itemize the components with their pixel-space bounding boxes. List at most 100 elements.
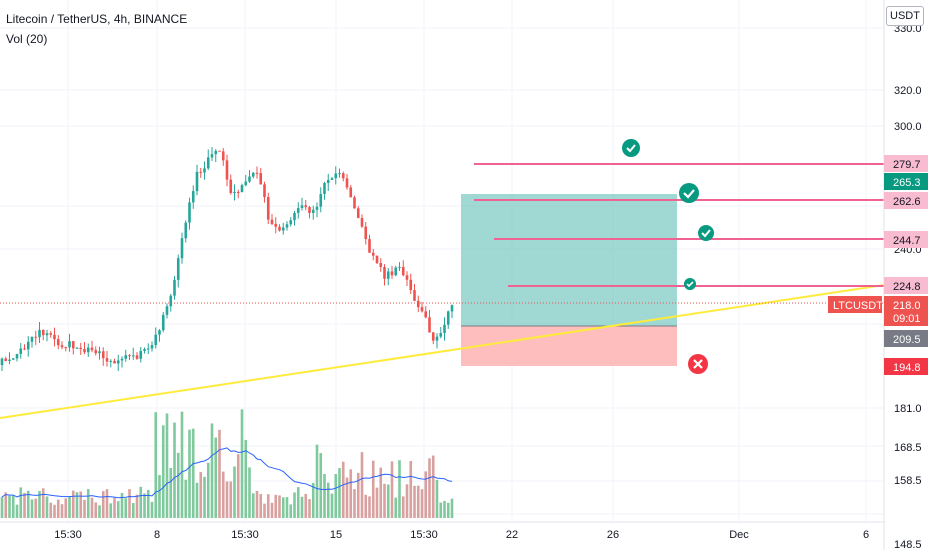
- volume-bar: [394, 497, 398, 518]
- candle: [345, 174, 349, 190]
- candle: [26, 336, 30, 357]
- volume-bar: [375, 487, 379, 518]
- candle: [195, 164, 199, 196]
- volume-bar: [101, 491, 105, 518]
- volume-bar: [315, 444, 319, 518]
- volume-indicator-label[interactable]: Vol (20): [6, 32, 48, 46]
- svg-text:09:01: 09:01: [893, 313, 921, 325]
- tag-last-price[interactable]: 218.0 09:01: [884, 296, 928, 326]
- symbol-title[interactable]: Litecoin / TetherUS, 4h, BINANCE: [6, 12, 188, 26]
- volume-bar: [439, 502, 443, 518]
- volume-bar: [304, 493, 308, 518]
- volume-bar: [71, 490, 75, 518]
- volume-bar: [390, 461, 394, 518]
- candle: [353, 195, 356, 209]
- tag-target-3[interactable]: 244.7: [884, 231, 928, 248]
- volume-bar: [150, 501, 154, 518]
- svg-text:279.7: 279.7: [893, 159, 921, 171]
- time-tick: 8: [154, 529, 160, 541]
- volume-bar: [0, 496, 4, 518]
- time-tick: Dec: [729, 529, 749, 541]
- candle: [308, 205, 311, 219]
- volume-bar: [109, 503, 113, 518]
- svg-text:194.8: 194.8: [893, 362, 921, 374]
- candle: [319, 187, 323, 213]
- time-tick: 15:30: [54, 529, 82, 541]
- candle: [263, 181, 266, 203]
- time-tick: 26: [607, 529, 619, 541]
- candle: [158, 329, 161, 342]
- tag-symbol[interactable]: LTCUSDT: [828, 296, 883, 313]
- candle: [94, 346, 98, 356]
- tag-entry[interactable]: 209.5: [884, 330, 928, 347]
- candle: [375, 255, 379, 265]
- candle: [266, 192, 270, 225]
- tag-stop[interactable]: 194.8: [884, 358, 928, 375]
- volume-bar: [116, 501, 120, 518]
- candle: [98, 346, 101, 360]
- volume-bar: [364, 494, 368, 518]
- candle: [386, 268, 390, 286]
- profit-zone[interactable]: [461, 194, 677, 326]
- tag-target-1[interactable]: 279.7: [884, 155, 928, 172]
- candle: [101, 347, 105, 366]
- svg-text:262.6: 262.6: [893, 196, 921, 208]
- tag-target-4[interactable]: 224.8: [884, 277, 928, 294]
- candlestick-series[interactable]: [0, 147, 454, 372]
- candle: [86, 343, 90, 357]
- candle: [394, 265, 398, 277]
- grid-lines: [0, 0, 884, 522]
- chart-legend: Litecoin / TetherUS, 4h, BINANCE Vol (20…: [6, 9, 187, 49]
- volume-bar: [225, 481, 229, 518]
- trendline[interactable]: [0, 284, 885, 419]
- volume-bar: [45, 496, 49, 518]
- candle: [439, 327, 443, 339]
- volume-bar: [105, 489, 109, 518]
- candle: [184, 220, 188, 243]
- volume-bar: [424, 471, 428, 518]
- volume-bar: [11, 495, 15, 518]
- volume-bar: [259, 494, 263, 518]
- candle: [0, 357, 4, 372]
- candle: [56, 335, 60, 350]
- candle: [315, 202, 319, 218]
- volume-bar: [214, 437, 218, 518]
- candle: [379, 258, 383, 272]
- candle: [431, 332, 435, 345]
- volume-bar: [188, 429, 191, 518]
- candle: [446, 310, 450, 329]
- volume-bar: [446, 502, 450, 518]
- volume-bar: [90, 497, 94, 518]
- candle: [405, 271, 409, 286]
- volume-bar: [281, 497, 285, 518]
- candle: [23, 344, 26, 351]
- candle: [383, 264, 386, 286]
- volume-bar: [341, 461, 345, 518]
- tag-target-2[interactable]: 262.6: [884, 192, 928, 209]
- check-icon: [684, 278, 696, 290]
- close-icon: [688, 354, 708, 374]
- candle: [83, 341, 86, 355]
- volume-bar: [199, 472, 203, 518]
- candle: [409, 273, 413, 295]
- volume-bar: [240, 409, 244, 518]
- candle: [165, 303, 169, 319]
- candle: [420, 301, 424, 313]
- check-icon: [679, 183, 699, 203]
- volume-bar: [360, 452, 364, 518]
- candle: [334, 166, 338, 185]
- candle: [311, 205, 315, 220]
- volume-bar: [15, 504, 19, 518]
- volume-bar: [135, 494, 139, 518]
- currency-unit-button[interactable]: USDT: [886, 6, 924, 26]
- candle: [90, 340, 94, 353]
- volume-bar: [379, 467, 383, 518]
- volume-bar: [53, 504, 56, 518]
- volume-bar: [38, 490, 41, 518]
- price-axis[interactable]: 330.0 320.0 300.0 240.0 181.0 168.5 158.…: [883, 0, 922, 550]
- candle: [34, 330, 38, 346]
- tag-profit-target[interactable]: 265.3: [884, 173, 928, 190]
- time-axis[interactable]: 15:30 8 15:30 15 15:30 22 26 Dec 6: [0, 521, 884, 541]
